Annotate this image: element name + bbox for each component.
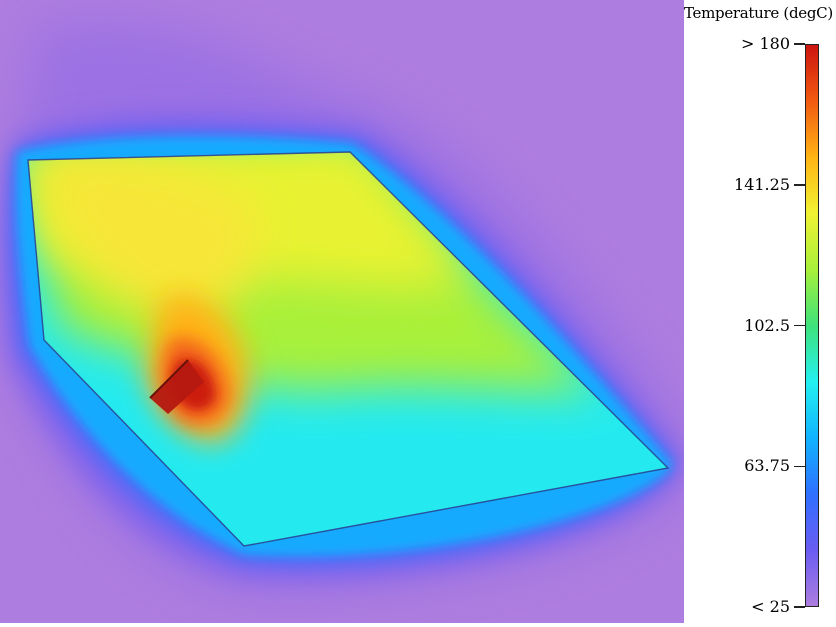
tick-label-2: 102.5 xyxy=(744,315,790,335)
tick-mark-0 xyxy=(794,43,805,45)
tick-mark-4 xyxy=(794,606,805,608)
tick-mark-2 xyxy=(794,324,805,327)
contour-canvas xyxy=(0,0,692,623)
tick-mark-1 xyxy=(794,184,805,186)
heat-source xyxy=(149,359,204,414)
tick-label-3: 63.75 xyxy=(744,456,790,476)
tick-label-4: < 25 xyxy=(751,597,790,616)
tick-mark-3 xyxy=(794,465,805,467)
temperature-contour-plot xyxy=(0,0,692,623)
tick-label-0: > 180 xyxy=(740,34,790,53)
tick-label-1: 141.25 xyxy=(734,174,790,194)
colorbar-legend: Temperature (degC) > 180 141.25 102.5 63.75… xyxy=(684,0,836,623)
plate-outline xyxy=(27,151,670,547)
plate-field xyxy=(28,152,668,546)
colorbar-gradient xyxy=(805,44,819,607)
legend-title: Temperature (degC) xyxy=(684,4,833,22)
